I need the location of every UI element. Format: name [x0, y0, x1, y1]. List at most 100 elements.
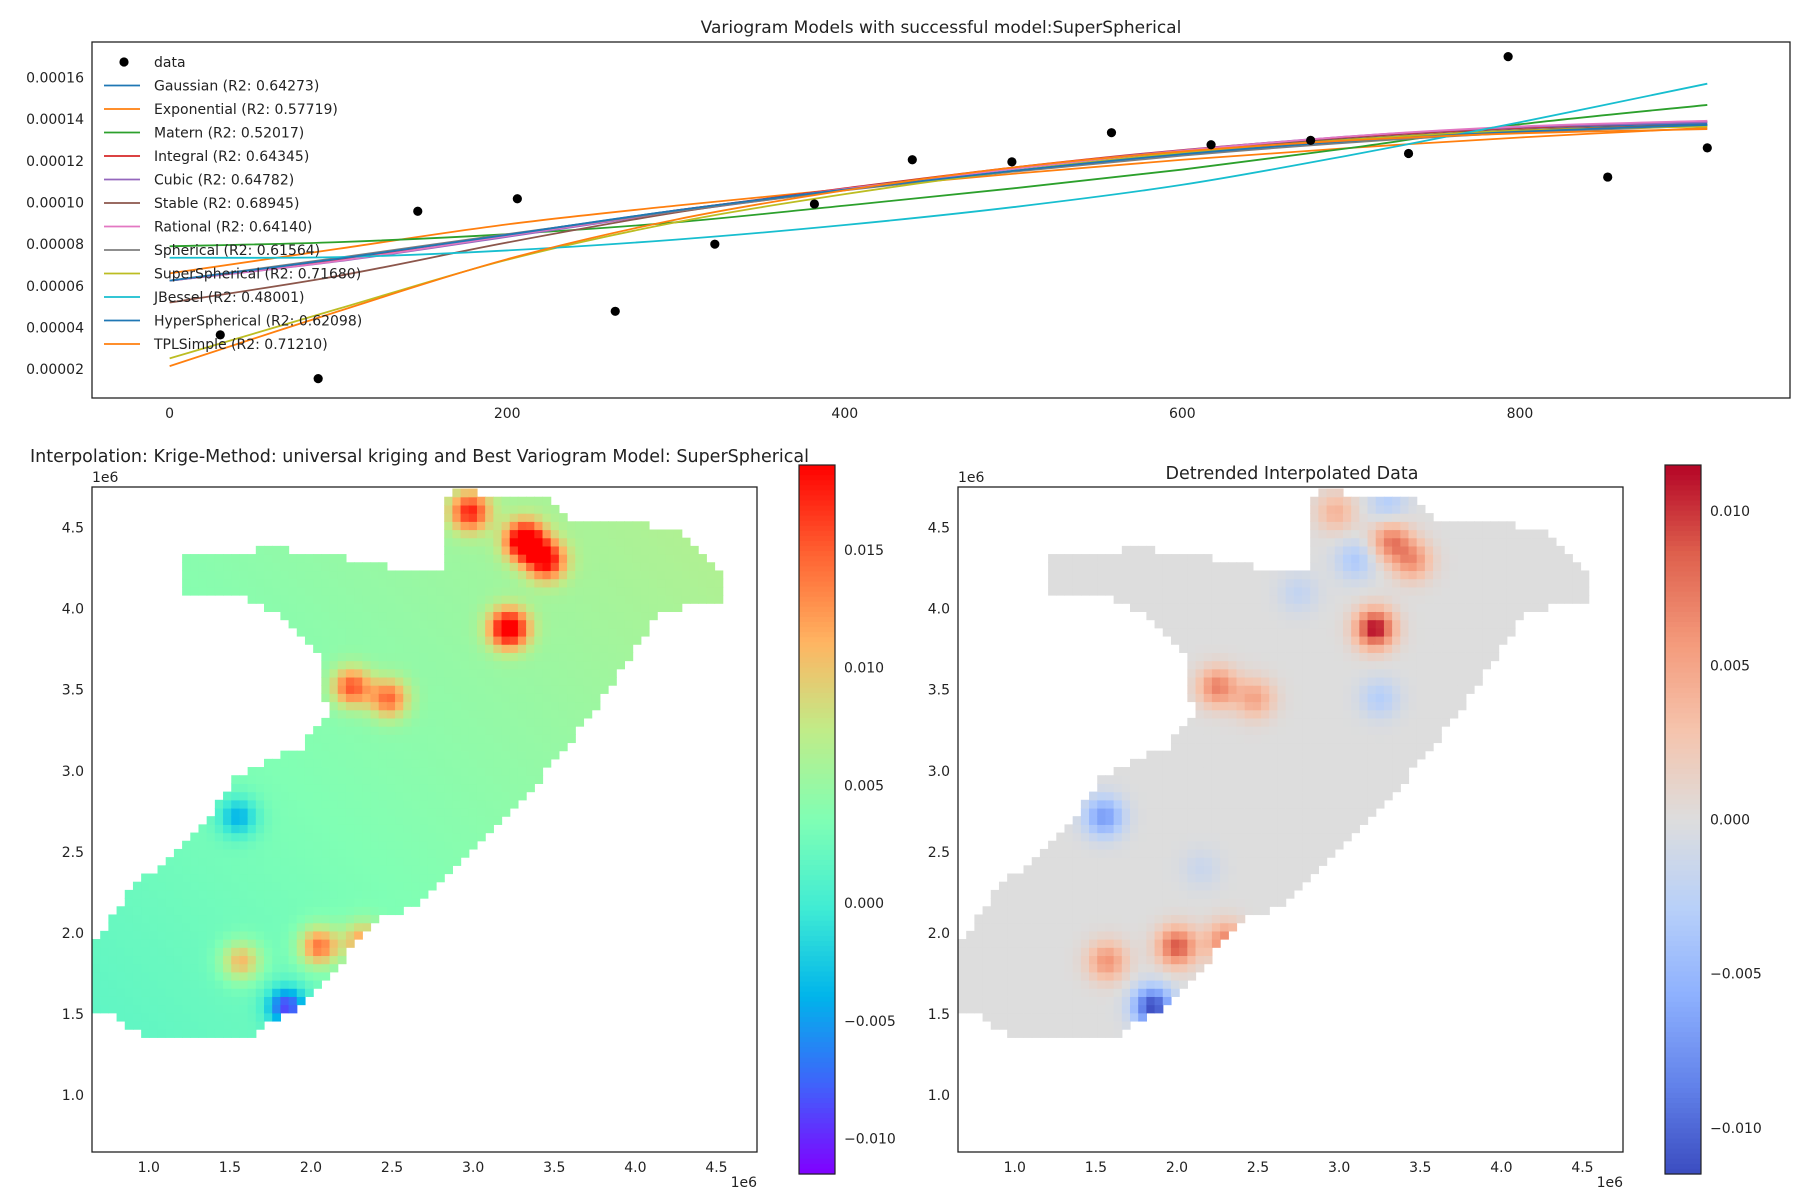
heat-cell — [452, 742, 462, 752]
heat-cell — [1031, 898, 1041, 907]
heat-cell — [493, 709, 503, 719]
heat-cell — [1195, 783, 1205, 793]
heat-cell — [575, 537, 585, 547]
heat-cell — [1261, 824, 1270, 834]
heat-cell — [337, 767, 347, 776]
heat-cell — [1162, 586, 1172, 596]
colorbar-segment — [1665, 763, 1701, 770]
heat-cell — [526, 554, 535, 563]
heat-cell — [157, 865, 167, 875]
heat-cell — [264, 889, 273, 899]
heat-cell — [1015, 979, 1025, 989]
heat-cell — [1474, 529, 1483, 539]
heat-cell — [132, 914, 142, 924]
heat-cell — [354, 619, 363, 629]
heat-cell — [247, 930, 257, 940]
heat-cell — [974, 939, 984, 948]
heat-cell — [1220, 660, 1229, 670]
heat-cell — [1121, 807, 1131, 817]
heat-cell — [1187, 685, 1197, 694]
heat-cell — [239, 922, 249, 932]
heat-cell — [1195, 930, 1205, 940]
heat-cell — [1351, 676, 1360, 686]
heat-cell — [288, 988, 298, 997]
heat-cell — [403, 570, 413, 580]
heat-cell — [673, 537, 683, 547]
heat-cell — [239, 586, 249, 596]
heat-cell — [526, 537, 535, 547]
heat-cell — [1424, 717, 1434, 727]
heat-cell — [198, 857, 208, 866]
heat-cell — [378, 570, 388, 580]
heat-cell — [1523, 586, 1532, 596]
heat-cell — [1097, 881, 1107, 891]
heat-cell — [329, 726, 339, 735]
heat-cell — [272, 881, 281, 891]
heat-cell — [411, 783, 421, 793]
heat-cell — [1170, 791, 1180, 801]
heat-cell — [255, 554, 265, 563]
heat-cell — [1277, 619, 1287, 629]
heat-cell — [476, 529, 486, 539]
heat-cell — [534, 676, 544, 686]
heat-cell — [1293, 857, 1303, 866]
heat-cell — [452, 783, 462, 793]
heat-cell — [998, 1012, 1008, 1022]
heat-cell — [1130, 922, 1139, 932]
heat-cell — [206, 971, 216, 981]
heat-cell — [362, 791, 372, 801]
heat-cell — [485, 496, 494, 506]
heat-cell — [1105, 922, 1115, 932]
heat-cell — [149, 947, 159, 957]
heat-cell — [1326, 562, 1336, 572]
heat-cell — [1310, 693, 1319, 703]
heat-cell — [1474, 660, 1483, 670]
heat-cell — [1162, 889, 1172, 899]
heat-cell — [223, 873, 232, 883]
heat-cell — [247, 595, 257, 604]
heat-cell — [1080, 889, 1090, 899]
heat-cell — [517, 742, 527, 752]
heat-cell — [337, 840, 347, 850]
heat-cell — [1285, 758, 1295, 768]
heat-cell — [345, 717, 355, 727]
heat-cell — [198, 947, 208, 957]
heat-cell — [1048, 562, 1057, 572]
heat-cell — [116, 979, 126, 989]
heat-cell — [1236, 668, 1246, 678]
heat-cell — [378, 726, 388, 735]
heat-cell — [231, 898, 241, 907]
heat-cell — [485, 627, 494, 637]
heat-cell — [1277, 644, 1287, 653]
heat-cell — [157, 889, 167, 899]
heat-cell — [681, 545, 691, 555]
heat-cell — [1342, 816, 1352, 825]
data-point — [1702, 143, 1712, 153]
heat-cell — [665, 603, 675, 613]
heat-cell — [542, 619, 552, 629]
heat-cell — [1162, 824, 1172, 834]
heat-cell — [264, 816, 273, 825]
heat-cell — [1146, 807, 1156, 817]
heat-cell — [1187, 922, 1197, 932]
heat-cell — [141, 906, 150, 916]
heat-cell — [1039, 939, 1049, 948]
heat-cell — [304, 570, 314, 580]
heat-cell — [1252, 627, 1262, 637]
heat-cell — [124, 996, 134, 1006]
heat-cell — [124, 979, 134, 989]
heat-cell — [1228, 832, 1238, 842]
heat-cell — [1203, 627, 1213, 637]
heat-cell — [1220, 750, 1229, 760]
heat-cell — [403, 726, 413, 735]
heat-cell — [534, 758, 544, 768]
heat-cell — [1261, 685, 1270, 694]
heat-cell — [1179, 979, 1188, 989]
heat-cell — [321, 750, 331, 760]
heat-cell — [1310, 775, 1319, 785]
heat-cell — [1392, 775, 1401, 785]
heat-cell — [436, 668, 445, 678]
heat-cell — [476, 767, 486, 776]
heat-cell — [1457, 603, 1467, 613]
heat-cell — [575, 676, 585, 686]
